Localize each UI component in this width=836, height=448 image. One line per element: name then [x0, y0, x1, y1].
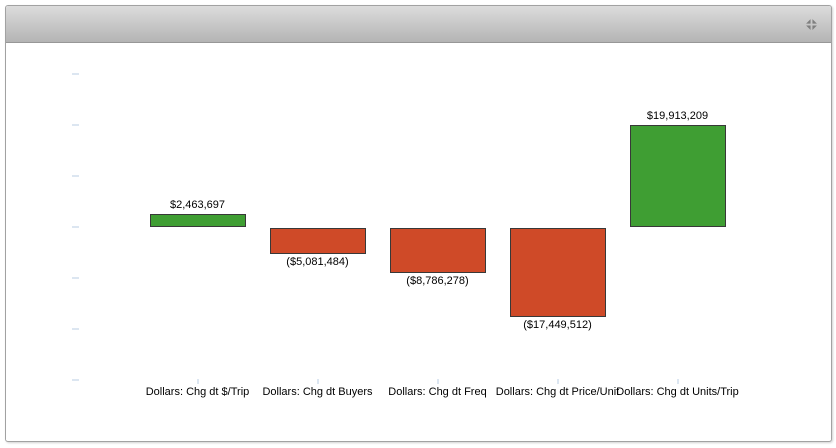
widget-header[interactable]	[6, 6, 831, 43]
bar-2[interactable]	[269, 228, 366, 254]
x-axis-tick	[316, 379, 319, 384]
x-axis-tick	[676, 379, 679, 384]
bar-3[interactable]	[389, 228, 486, 273]
bar-value-label: $2,463,697	[169, 199, 226, 212]
bar-value-label: ($5,081,484)	[286, 255, 349, 268]
chart-widget-window: $2,463,697 Dollars: Chg dt $/Trip ($5,081,…	[5, 5, 832, 442]
bar-4[interactable]	[509, 228, 606, 317]
x-axis-category-label: Dollars: Chg dt Freq	[388, 386, 487, 398]
bar-1[interactable]	[149, 214, 246, 227]
x-axis-category-label: Dollars: Chg dt $/Trip	[145, 386, 250, 398]
x-axis-tick	[556, 379, 559, 384]
y-axis-tick	[72, 175, 79, 177]
x-axis-tick	[196, 379, 199, 384]
maximize-icon[interactable]	[804, 17, 819, 32]
y-axis-tick	[72, 328, 79, 330]
y-axis-tick	[72, 226, 79, 228]
x-axis-category-label: Dollars: Chg dt Units/Trip	[616, 386, 739, 398]
x-axis-tick	[436, 379, 439, 384]
y-axis-tick	[72, 73, 79, 75]
maximize-icon-glyph	[806, 19, 817, 30]
bar-5[interactable]	[629, 125, 726, 227]
y-axis-tick	[72, 379, 79, 381]
bar-value-label: $19,913,209	[646, 110, 709, 123]
y-axis-tick	[72, 124, 79, 126]
bar-chart-plot-area: $2,463,697 Dollars: Chg dt $/Trip ($5,081,…	[6, 43, 831, 440]
x-axis-category-label: Dollars: Chg dt Price/Unit	[495, 386, 620, 398]
bar-value-label: ($8,786,278)	[406, 274, 469, 287]
y-axis-tick	[72, 277, 79, 279]
bar-value-label: ($17,449,512)	[523, 318, 592, 331]
x-axis-category-label: Dollars: Chg dt Buyers	[262, 386, 373, 398]
